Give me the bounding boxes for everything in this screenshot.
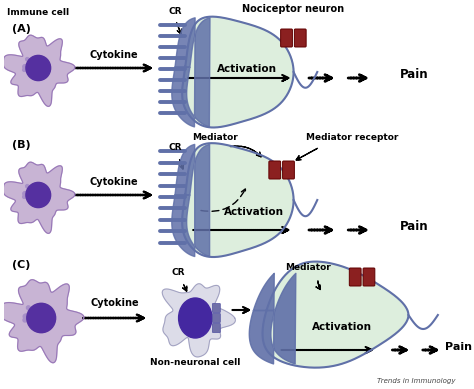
Polygon shape (3, 162, 75, 233)
Polygon shape (263, 261, 409, 368)
Circle shape (30, 67, 34, 70)
Text: Activation: Activation (312, 322, 373, 332)
Text: Non-neuronal cell: Non-neuronal cell (150, 358, 240, 367)
FancyBboxPatch shape (294, 29, 306, 47)
Circle shape (30, 194, 34, 197)
Circle shape (27, 306, 30, 310)
Text: Activation: Activation (224, 207, 284, 217)
Polygon shape (0, 280, 84, 363)
Circle shape (41, 60, 44, 63)
Polygon shape (182, 143, 293, 257)
Text: Activation: Activation (217, 64, 277, 74)
FancyBboxPatch shape (363, 268, 375, 286)
Text: Mediator: Mediator (285, 263, 331, 272)
Circle shape (26, 58, 29, 61)
Circle shape (38, 73, 41, 76)
Text: CR: CR (169, 143, 182, 152)
Circle shape (23, 191, 27, 195)
Circle shape (23, 318, 27, 322)
Text: Pain: Pain (400, 68, 428, 81)
Text: Trends in Immunology: Trends in Immunology (377, 378, 456, 384)
Polygon shape (182, 17, 293, 128)
Polygon shape (3, 35, 75, 106)
FancyBboxPatch shape (212, 314, 220, 322)
FancyBboxPatch shape (212, 324, 220, 333)
Text: Cytokine: Cytokine (90, 177, 138, 187)
Text: CR: CR (169, 7, 182, 16)
Text: Immune cell: Immune cell (7, 8, 69, 17)
Text: (B): (B) (12, 140, 30, 150)
FancyBboxPatch shape (212, 303, 220, 312)
Text: CR: CR (172, 268, 185, 277)
Circle shape (38, 200, 41, 203)
Circle shape (23, 192, 26, 195)
Circle shape (42, 196, 45, 200)
Circle shape (26, 184, 29, 188)
Text: (A): (A) (12, 24, 31, 34)
Polygon shape (162, 284, 236, 357)
Text: Mediator receptor: Mediator receptor (306, 133, 399, 142)
Circle shape (26, 182, 51, 208)
Circle shape (23, 68, 26, 72)
Circle shape (24, 314, 27, 318)
Circle shape (23, 65, 26, 68)
Circle shape (29, 191, 33, 194)
Circle shape (32, 317, 36, 320)
FancyBboxPatch shape (269, 161, 281, 179)
Circle shape (45, 308, 48, 312)
Circle shape (27, 303, 55, 333)
Circle shape (23, 195, 26, 198)
Circle shape (23, 65, 27, 68)
Text: Mediator: Mediator (192, 133, 238, 142)
Circle shape (31, 313, 35, 317)
Ellipse shape (179, 298, 212, 338)
Text: Nociceptor neuron: Nociceptor neuron (242, 4, 345, 14)
Circle shape (26, 55, 51, 81)
Circle shape (46, 319, 49, 323)
FancyBboxPatch shape (349, 268, 361, 286)
Circle shape (29, 64, 33, 67)
Text: Cytokine: Cytokine (91, 298, 139, 308)
Text: Cytokine: Cytokine (90, 50, 138, 60)
Circle shape (23, 315, 27, 319)
Text: Pain: Pain (400, 220, 428, 233)
Circle shape (42, 69, 45, 72)
FancyBboxPatch shape (283, 161, 294, 179)
Circle shape (41, 187, 44, 190)
Text: (C): (C) (12, 260, 30, 270)
Circle shape (41, 323, 45, 327)
FancyBboxPatch shape (281, 29, 292, 47)
Text: Pain: Pain (445, 342, 472, 352)
